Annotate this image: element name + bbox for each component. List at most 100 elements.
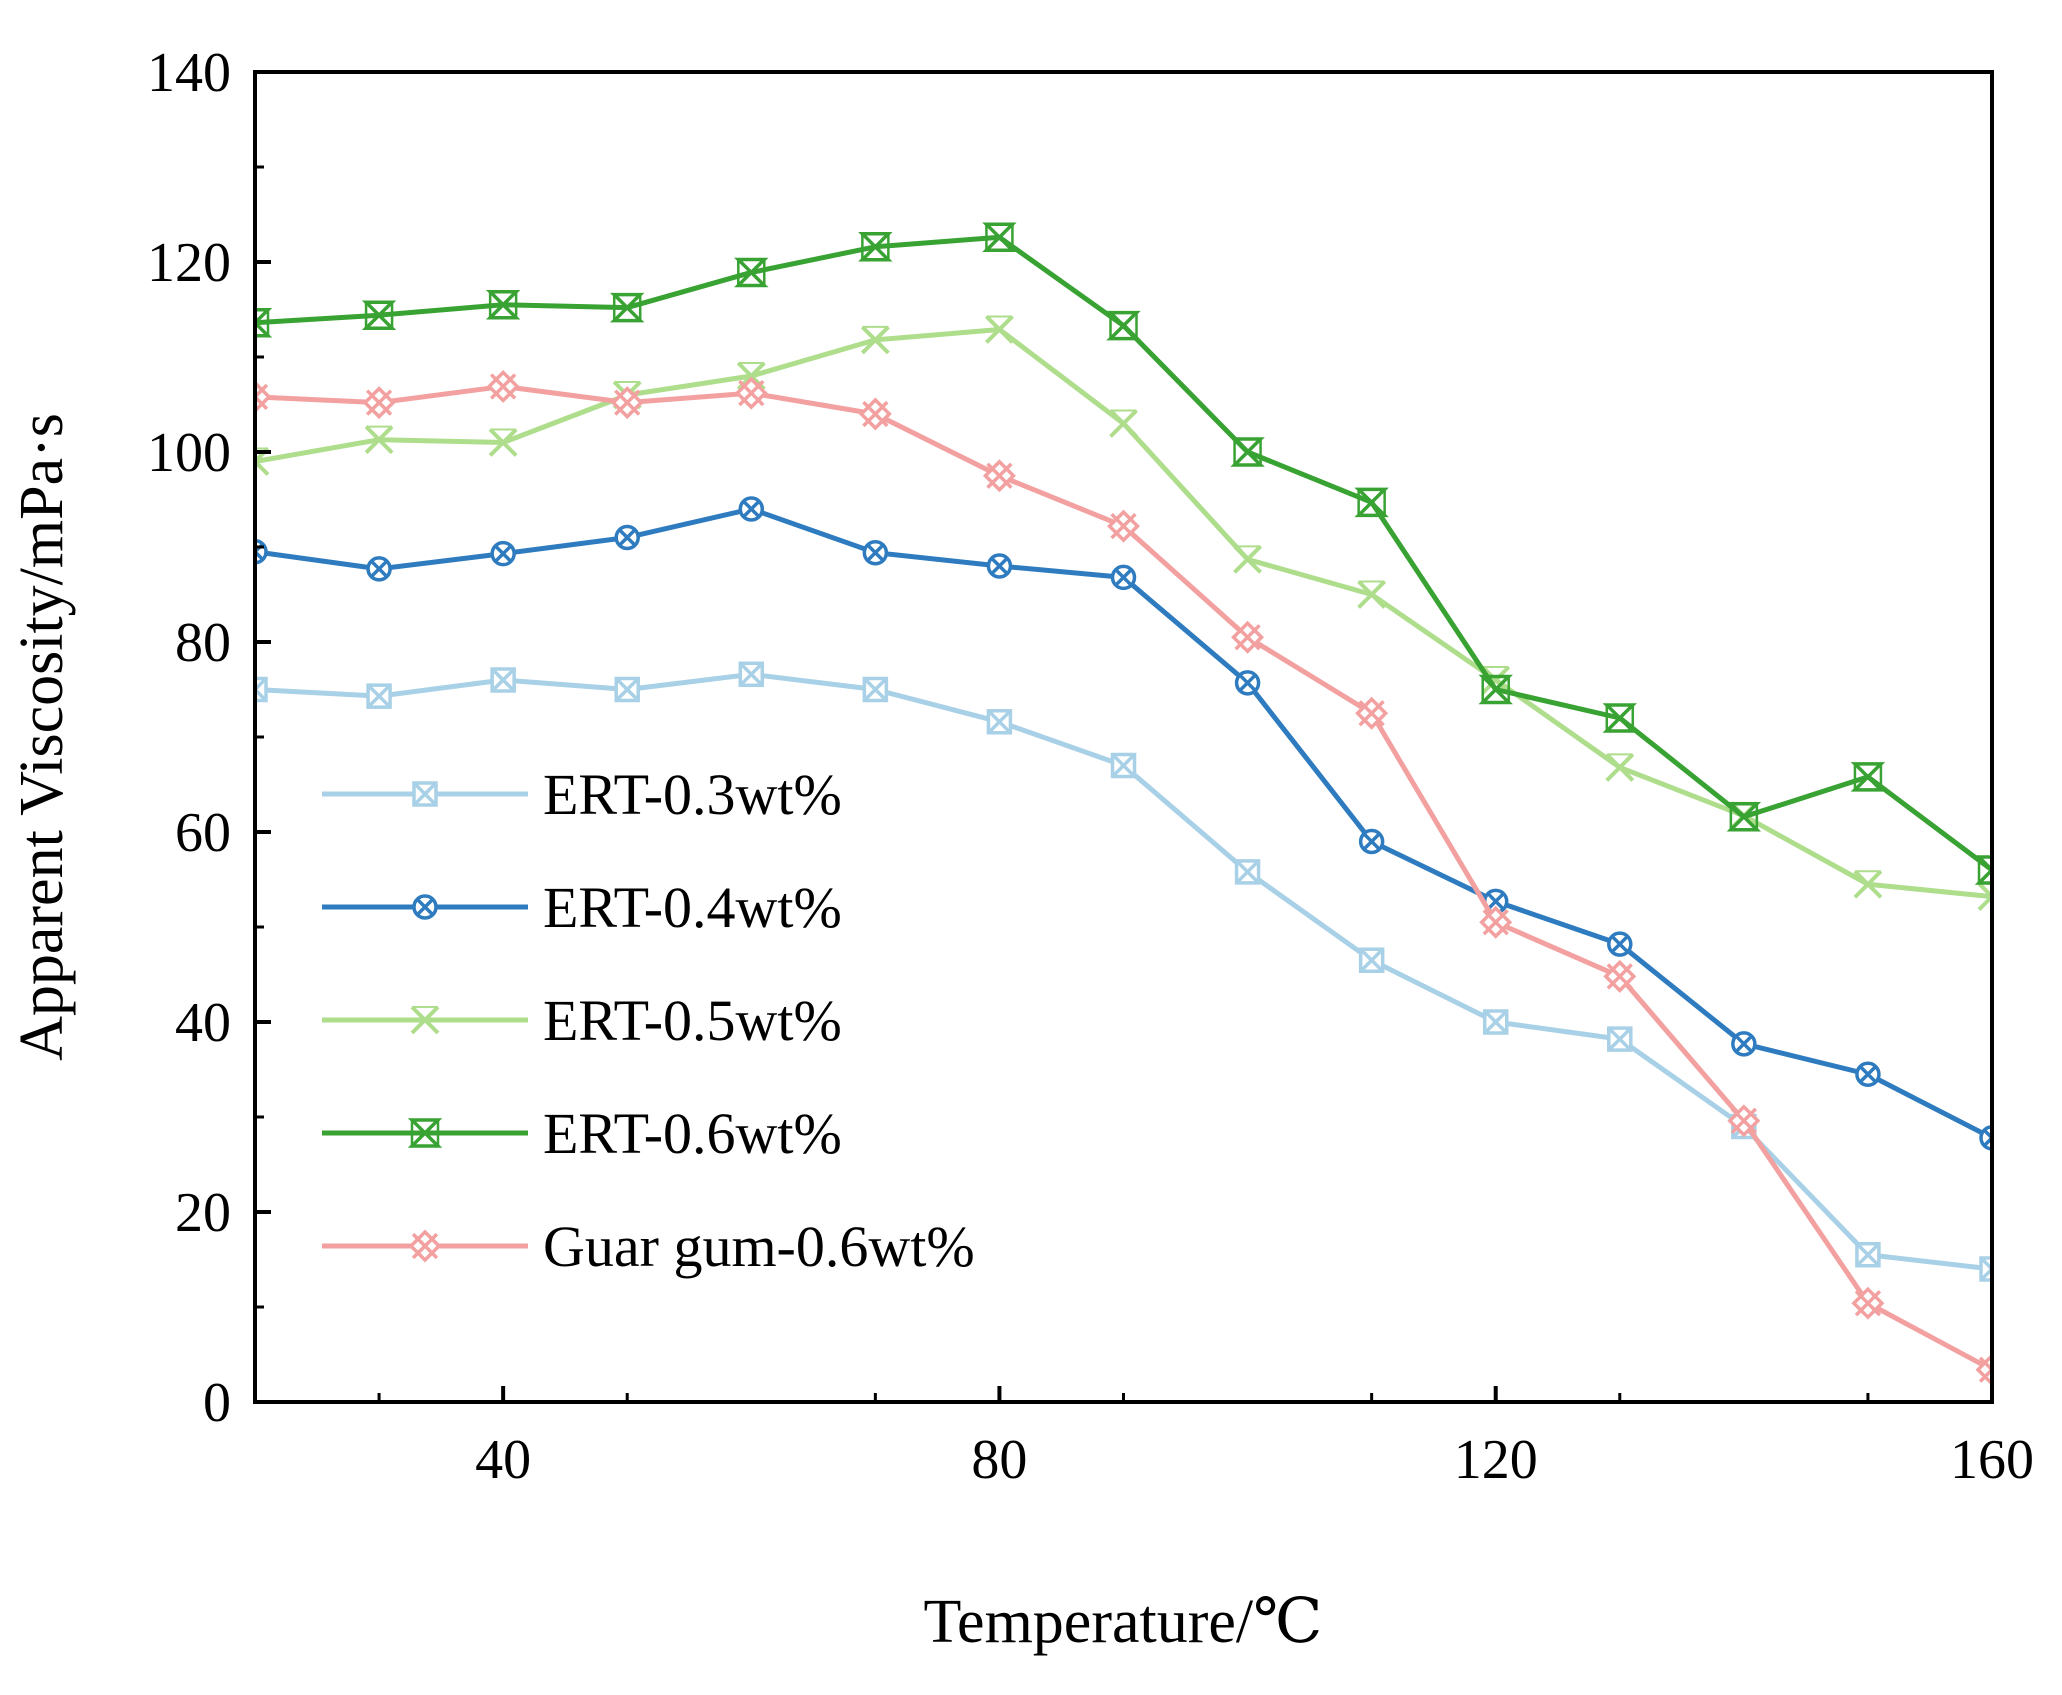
series-2-point-3: [490, 540, 516, 567]
series-5-point-10-cross: [1358, 700, 1385, 727]
x-axis-title: Temperature/℃: [924, 1588, 1323, 1656]
series-5-point-5: [734, 376, 768, 410]
series-2-point-14: [1855, 1061, 1881, 1087]
series-3-point-8-shape: [1109, 409, 1138, 438]
series-2-point-6-cross: [866, 543, 885, 562]
series-1-point-10: [1358, 947, 1385, 973]
series-2-point-15: [1979, 1125, 1992, 1151]
series-1-point-1: [255, 676, 268, 703]
series-2-point-12-cross: [1610, 935, 1629, 954]
series-3-point-15-shape: [1977, 882, 1992, 912]
legend-marker-4: [407, 1118, 443, 1148]
series-5-point-13: [1727, 1104, 1761, 1138]
series-4-point-4: [609, 292, 645, 323]
legend-label-3: ERT-0.5wt%: [543, 988, 842, 1053]
series-5-point-15: [1975, 1353, 1992, 1387]
y-axis-title: Apparent Viscosity/mPa·s: [8, 413, 76, 1061]
series-4: [255, 222, 1992, 885]
series-5-point-8: [1107, 509, 1140, 543]
series-5-point-6-cross: [862, 400, 889, 428]
legend-label-4: ERT-0.6wt%: [543, 1101, 842, 1166]
series-1-point-6: [862, 676, 889, 703]
series-1-point-15: [1979, 1256, 1992, 1282]
series-1-point-12-cross: [1607, 1026, 1633, 1052]
series-4-point-8-shape: [1106, 310, 1141, 341]
series-2-point-15-shape: [1979, 1125, 1992, 1151]
series-5-point-3-cross: [490, 373, 517, 400]
series-1-point-6-cross: [863, 677, 888, 702]
series-4-point-10-shape: [1354, 487, 1389, 518]
series-3-point-10-shape: [1357, 580, 1387, 609]
series-3-point-7-shape: [985, 315, 1014, 344]
series-4-point-13-sides: [1729, 803, 1759, 830]
legend-item-2: ERT-0.4wt%: [322, 875, 842, 940]
legend-marker-1-cross: [412, 781, 438, 807]
series-3-point-12: [1605, 752, 1635, 782]
series-5-point-15-shape: [1975, 1353, 1992, 1387]
series-2-point-3-cross: [494, 544, 513, 563]
series-5: [255, 369, 1992, 1387]
series-4-point-10: [1354, 487, 1389, 518]
series-5-point-3: [486, 369, 520, 403]
series-5-point-2-cross: [365, 389, 393, 416]
series-4-point-14-shape: [1850, 762, 1886, 792]
legend-marker-4-sides: [410, 1120, 440, 1146]
series-layer: [255, 222, 1992, 1387]
series-2-point-8: [1110, 564, 1137, 591]
series-5-point-1-cross: [255, 383, 269, 411]
series-2-point-6: [862, 539, 889, 566]
series-1-point-11: [1482, 1009, 1509, 1035]
series-5-point-7-cross: [986, 462, 1013, 489]
series-2-point-15-cross: [1982, 1128, 1992, 1147]
series-2-point-9-cross: [1238, 673, 1257, 692]
series-3-point-9: [1233, 544, 1262, 574]
series-3-point-6-shape: [860, 325, 890, 355]
series-4-point-2-sides: [364, 302, 394, 329]
series-3-point-2: [364, 425, 394, 455]
series-3-point-14-shape: [1853, 869, 1883, 899]
series-5-point-6: [858, 397, 892, 431]
series-2-point-4: [614, 524, 640, 551]
series-1-point-10-cross: [1359, 948, 1384, 973]
series-3-point-2-shape: [364, 425, 394, 455]
series-4-point-11: [1478, 674, 1513, 705]
legend-item-5: Guar gum-0.6wt%: [322, 1214, 975, 1279]
series-4-point-1-sides: [266, 309, 270, 336]
series-4-point-13: [1726, 802, 1762, 832]
series-1-point-8-cross: [1111, 753, 1136, 778]
series-4-point-3-sides: [488, 291, 518, 318]
series-4-point-14-sides: [1853, 763, 1883, 790]
series-3-point-12-shape: [1605, 752, 1635, 782]
series-4-point-13-shape: [1726, 802, 1762, 832]
series-2-point-2: [366, 556, 392, 582]
series-3-point-3-shape: [488, 428, 518, 457]
series-5-point-11-cross: [1482, 909, 1509, 936]
series-2-point-10-cross: [1362, 832, 1381, 851]
series-1-point-5: [738, 661, 765, 688]
series-1-point-14-cross: [1855, 1242, 1881, 1267]
series-5-point-5-cross: [738, 379, 765, 407]
series-5-point-14-cross: [1854, 1290, 1882, 1317]
series-4-point-1: [255, 308, 273, 338]
legend-marker-2: [412, 894, 438, 920]
series-4-point-5-sides: [737, 259, 766, 286]
series-2-point-13: [1731, 1031, 1757, 1057]
x-tick-label-80: 80: [971, 1429, 1027, 1491]
y-tick-label-20: 20: [175, 1182, 231, 1244]
series-1-point-7: [986, 709, 1013, 735]
series-3-point-6: [860, 325, 890, 355]
series-4-point-12-sides: [1605, 705, 1635, 731]
series-4-point-3: [485, 290, 521, 320]
series-5-point-13-cross: [1730, 1107, 1757, 1134]
series-5-point-4-cross: [614, 389, 641, 416]
legend-label-2: ERT-0.4wt%: [543, 875, 842, 940]
series-5-point-9: [1231, 620, 1265, 654]
legend-item-3: ERT-0.5wt%: [322, 988, 842, 1053]
x-tick-label-160: 160: [1950, 1429, 2034, 1491]
series-1-point-2: [366, 683, 392, 709]
legend-marker-5: [408, 1229, 442, 1263]
series-2-point-8-cross: [1114, 568, 1133, 587]
series-4-point-1-shape: [255, 308, 273, 338]
series-5-point-15-cross: [1978, 1356, 1992, 1383]
